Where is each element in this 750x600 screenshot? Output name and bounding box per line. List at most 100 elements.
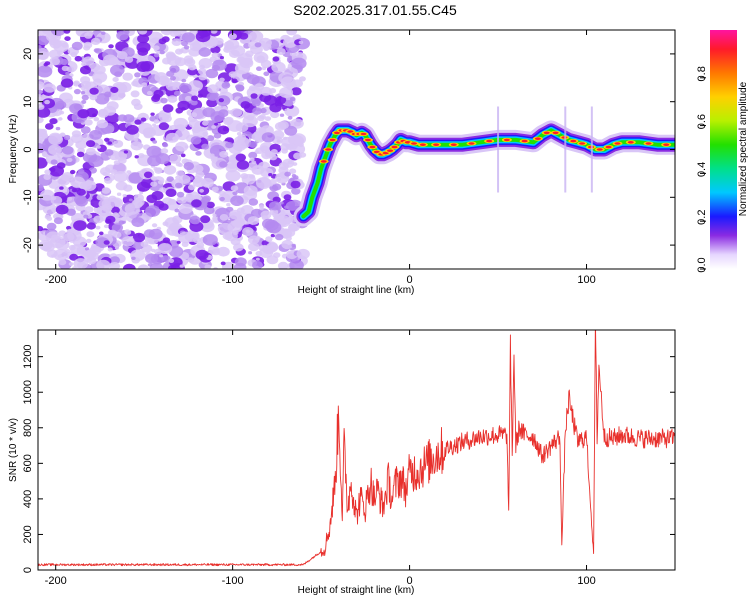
noise-blob bbox=[190, 100, 198, 106]
noise-blob bbox=[270, 233, 276, 238]
noise-blob bbox=[245, 229, 250, 233]
noise-blob bbox=[104, 137, 110, 142]
noise-blob bbox=[86, 238, 92, 243]
colorbar-tick-label: 0.6 bbox=[696, 114, 708, 129]
ridge-peak bbox=[543, 131, 550, 135]
noise-blob bbox=[40, 189, 55, 201]
noise-blob bbox=[103, 54, 118, 66]
ridge-peak bbox=[614, 142, 621, 145]
noise-blob bbox=[269, 201, 281, 211]
noise-blob bbox=[149, 262, 164, 269]
noise-blob bbox=[248, 251, 253, 255]
noise-blob bbox=[153, 119, 160, 124]
noise-blob bbox=[268, 173, 273, 177]
noise-blob bbox=[81, 94, 89, 101]
noise-blob bbox=[126, 170, 132, 175]
noise-blob bbox=[272, 130, 285, 140]
noise-blob bbox=[126, 124, 139, 135]
noise-blob bbox=[139, 191, 144, 195]
noise-blob bbox=[175, 141, 189, 152]
noise-blob bbox=[153, 53, 160, 58]
noise-blob bbox=[82, 56, 95, 66]
noise-blob bbox=[162, 237, 171, 244]
noise-blob bbox=[125, 230, 132, 235]
noise-blob bbox=[159, 254, 164, 258]
noise-blob bbox=[86, 256, 97, 265]
noise-blob bbox=[256, 66, 262, 71]
noise-blob bbox=[218, 98, 224, 103]
spectral-ridge bbox=[293, 106, 675, 227]
noise-blob bbox=[222, 117, 233, 126]
y-tick-label: -20 bbox=[22, 237, 34, 253]
noise-blob bbox=[184, 58, 196, 67]
noise-blob bbox=[107, 229, 117, 237]
noise-blob bbox=[277, 261, 289, 269]
noise-blob bbox=[284, 100, 294, 107]
noise-blob bbox=[211, 52, 219, 58]
noise-blob bbox=[291, 87, 302, 96]
ridge-peak bbox=[534, 137, 541, 140]
noise-blob bbox=[290, 118, 304, 129]
noise-blob bbox=[229, 156, 236, 162]
noise-blob bbox=[43, 83, 56, 93]
noise-blob bbox=[84, 119, 93, 126]
noise-blob bbox=[248, 151, 258, 159]
noise-blob bbox=[96, 194, 105, 201]
noise-blob bbox=[248, 141, 258, 148]
y-tick-label: 200 bbox=[22, 525, 34, 543]
noise-blob bbox=[175, 48, 183, 55]
noise-blob bbox=[178, 83, 192, 93]
y-tick-label: 400 bbox=[22, 490, 34, 508]
noise-blob bbox=[255, 177, 272, 189]
noise-blob bbox=[131, 217, 145, 228]
noise-blob bbox=[202, 120, 209, 126]
noise-blob bbox=[134, 119, 142, 125]
noise-blob bbox=[83, 41, 93, 49]
noise-blob bbox=[181, 32, 195, 43]
noise-blob bbox=[57, 254, 62, 258]
noise-blob bbox=[175, 175, 181, 180]
ridge-peak bbox=[552, 131, 559, 135]
noise-blob bbox=[130, 141, 143, 151]
snr-ylabel: SNR (10 * v/v) bbox=[8, 418, 19, 482]
ridge-peak bbox=[320, 160, 327, 163]
noise-blob bbox=[249, 174, 255, 179]
noise-blob bbox=[176, 191, 185, 198]
y-tick-label: 1200 bbox=[22, 344, 34, 368]
noise-blob bbox=[291, 243, 296, 248]
noise-blob bbox=[291, 174, 297, 178]
noise-blob bbox=[219, 77, 225, 82]
noise-blob bbox=[255, 250, 263, 257]
noise-blob bbox=[132, 232, 146, 243]
noise-blob bbox=[93, 215, 104, 224]
noise-blob bbox=[150, 181, 158, 187]
noise-blob bbox=[137, 264, 150, 269]
noise-blob bbox=[151, 190, 164, 201]
noise-blob bbox=[279, 87, 294, 98]
noise-blob bbox=[65, 71, 70, 76]
noise-blob bbox=[192, 126, 208, 138]
noise-blob bbox=[239, 32, 249, 40]
spectrogram-ylabel: Frequency (Hz) bbox=[8, 115, 19, 184]
colorbar-tick-label: 0.8 bbox=[696, 66, 708, 81]
noise-blob bbox=[176, 240, 181, 244]
noise-blob bbox=[248, 85, 257, 91]
noise-blob bbox=[154, 167, 163, 174]
noise-blob bbox=[225, 170, 241, 182]
noise-blob bbox=[107, 141, 113, 145]
noise-blob bbox=[276, 80, 282, 85]
noise-blob bbox=[278, 72, 293, 84]
noise-blob bbox=[167, 95, 178, 103]
noise-blob bbox=[99, 231, 104, 236]
ridge-peak bbox=[521, 139, 528, 143]
noise-blob bbox=[235, 84, 245, 92]
ridge-peak bbox=[360, 132, 367, 136]
noise-blob bbox=[49, 118, 58, 125]
noise-blob bbox=[86, 147, 96, 156]
noise-blob bbox=[248, 235, 260, 245]
noise-blob bbox=[224, 44, 232, 51]
noise-blob bbox=[249, 157, 255, 162]
noise-blob bbox=[260, 210, 272, 219]
snr-xlabel: Height of straight line (km) bbox=[298, 585, 415, 596]
